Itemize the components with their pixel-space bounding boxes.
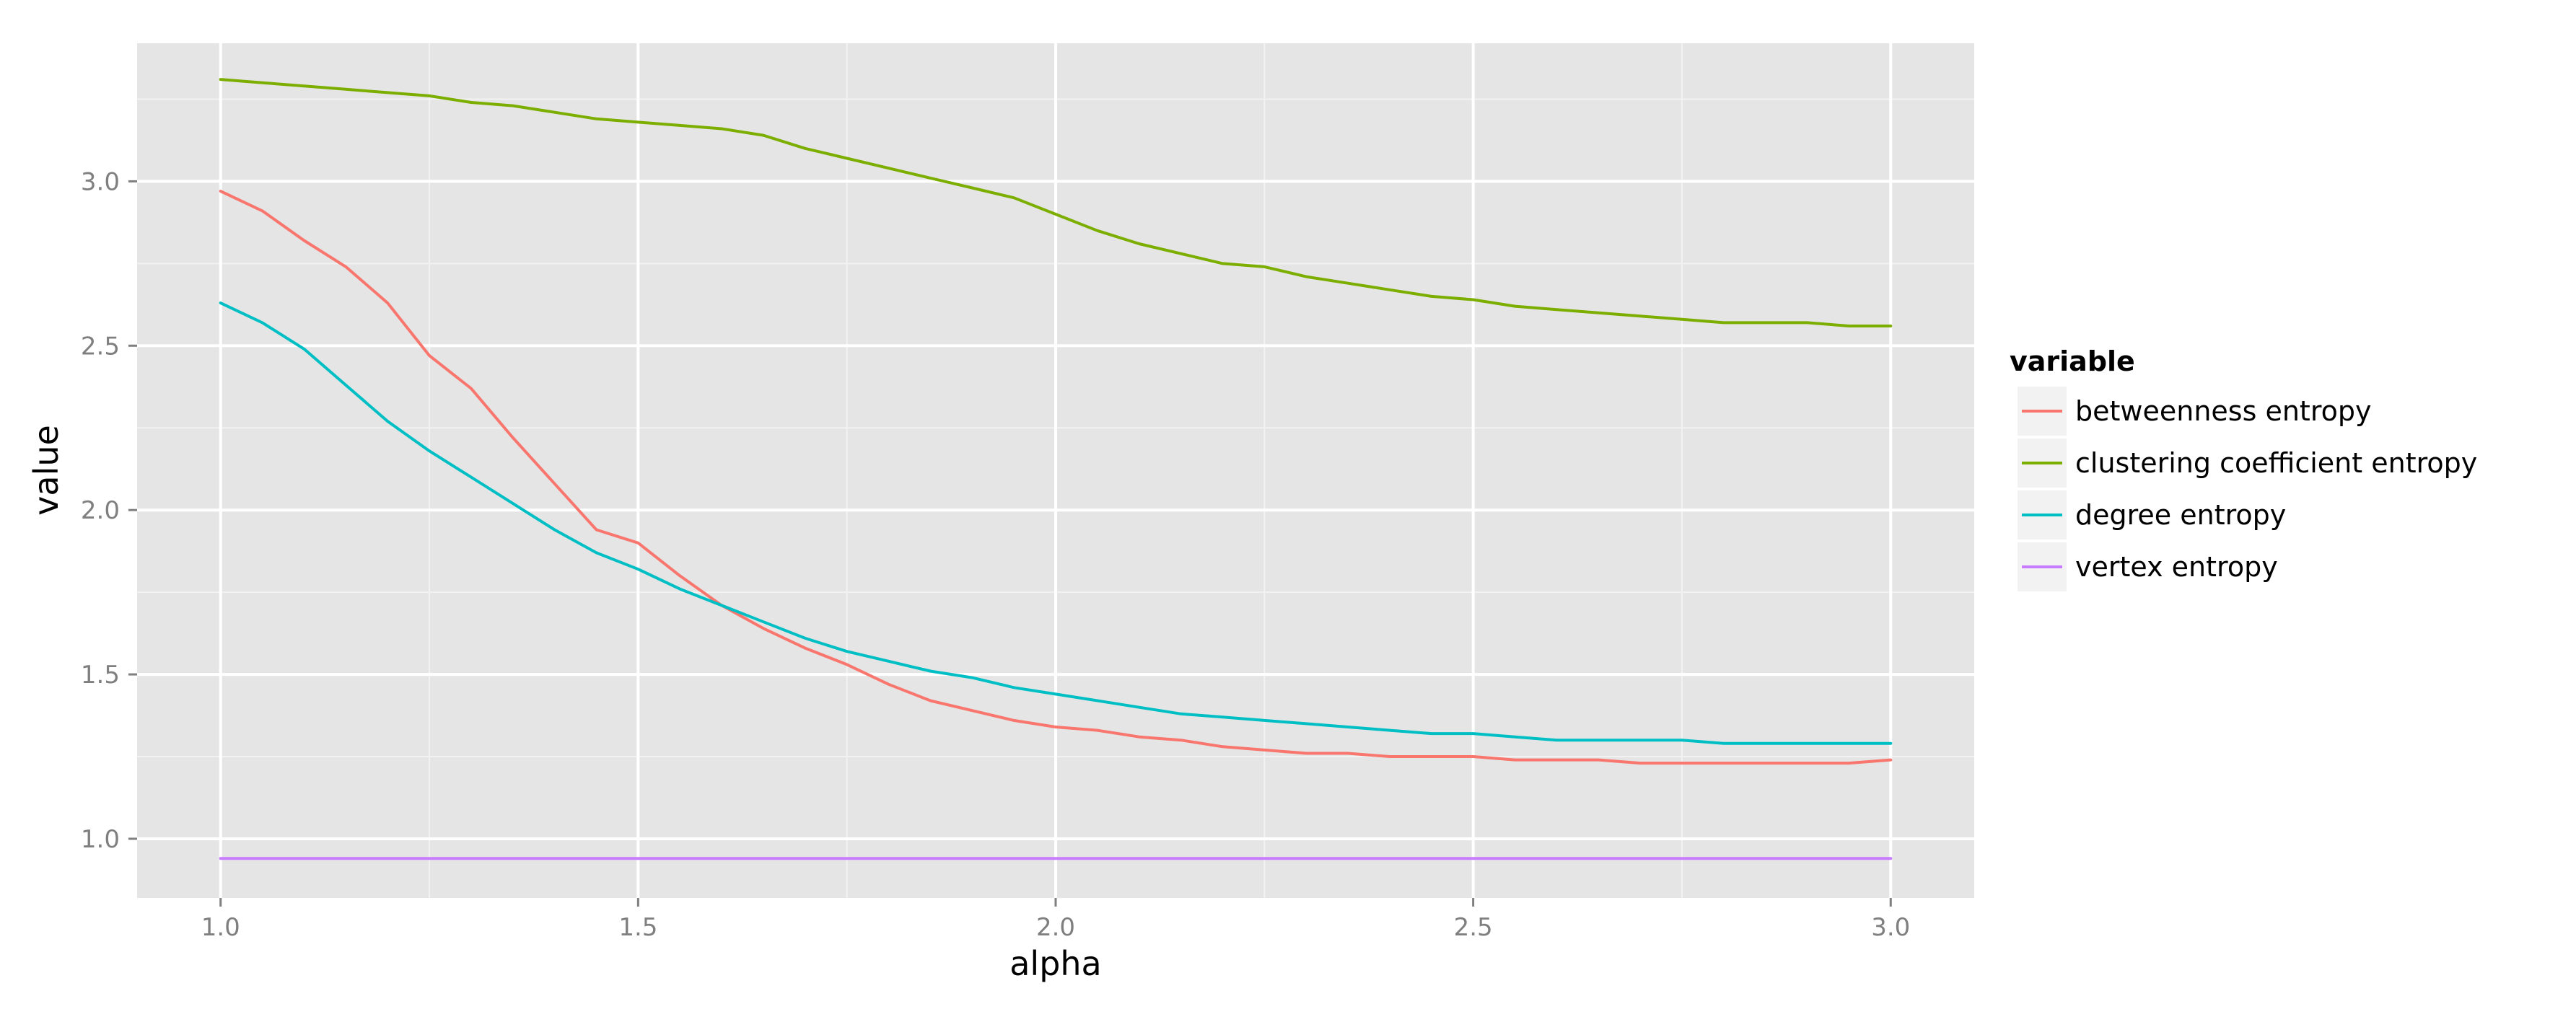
y-tick-label: 2.5 [81, 332, 120, 361]
legend-item-degree-entropy: degree entropy [2018, 490, 2286, 539]
series-lines [219, 78, 1893, 860]
legend-label: vertex entropy [2075, 551, 2278, 583]
legend-items: betweenness entropy clustering coefficien… [2018, 387, 2477, 591]
legend-title: variable [2010, 345, 2135, 377]
y-tick-label: 1.0 [81, 825, 120, 854]
legend-item-clustering-coefficient-entropy: clustering coefficient entropy [2018, 439, 2477, 488]
x-tick-label: 3.0 [1871, 913, 1910, 942]
legend-label: degree entropy [2075, 499, 2286, 531]
x-axis-ticks: 1.0 1.5 2.0 2.5 3.0 [201, 898, 1910, 942]
series-line-clustering-coefficient-entropy [219, 78, 1893, 327]
y-tick-label: 3.0 [81, 167, 120, 196]
series-line-betweenness-entropy [219, 190, 1893, 765]
series-line-degree-entropy [219, 301, 1893, 745]
major-gridlines [137, 43, 1974, 898]
y-axis-title: value [27, 425, 66, 516]
x-axis-title: alpha [1009, 944, 1102, 983]
legend-label: betweenness entropy [2075, 395, 2371, 427]
legend-item-vertex-entropy: vertex entropy [2018, 542, 2278, 591]
x-tick-label: 2.0 [1036, 913, 1075, 942]
y-tick-label: 1.5 [81, 661, 120, 689]
x-tick-label: 2.5 [1454, 913, 1493, 942]
legend-item-betweenness-entropy: betweenness entropy [2018, 387, 2371, 436]
legend: variable betweenness entropy clustering c… [2010, 345, 2477, 591]
x-tick-label: 1.0 [201, 913, 240, 942]
y-tick-label: 2.0 [81, 496, 120, 525]
y-axis-ticks: 1.0 1.5 2.0 2.5 3.0 [81, 167, 137, 854]
x-tick-label: 1.5 [618, 913, 657, 942]
legend-label: clustering coefficient entropy [2075, 447, 2477, 479]
